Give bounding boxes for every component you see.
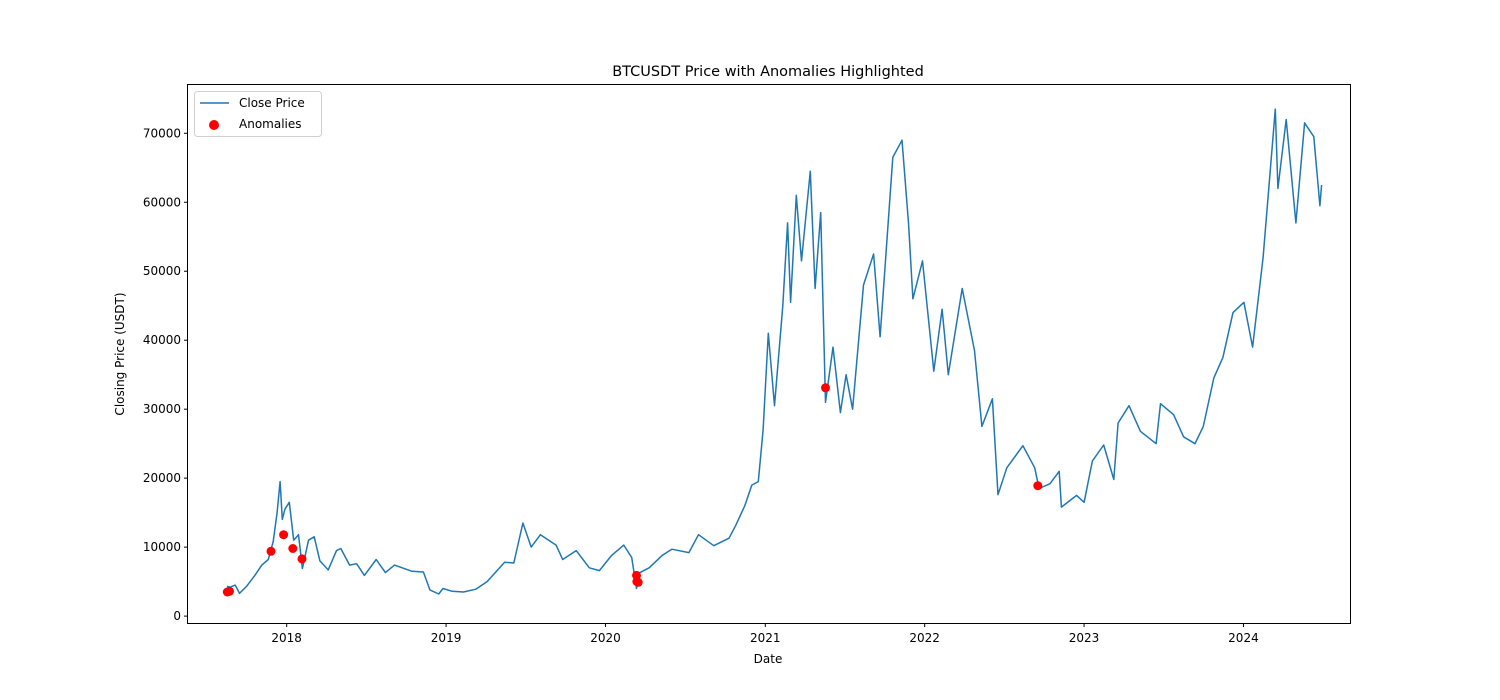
y-axis-label: Closing Price (USDT) bbox=[113, 292, 127, 415]
anomaly-point bbox=[1033, 481, 1043, 491]
y-tick-label: 40000 bbox=[143, 333, 181, 347]
series-line-close-price bbox=[226, 108, 1323, 595]
y-tick-label: 60000 bbox=[143, 195, 181, 209]
anomaly-point bbox=[279, 530, 289, 540]
x-tick-label: 2022 bbox=[909, 631, 940, 645]
x-tick-label: 2020 bbox=[590, 631, 621, 645]
anomaly-point bbox=[633, 577, 643, 587]
y-tick-label: 0 bbox=[173, 609, 181, 623]
x-tick-label: 2018 bbox=[271, 631, 302, 645]
y-tick-label: 20000 bbox=[143, 471, 181, 485]
anomaly-point bbox=[821, 383, 830, 393]
chart-title: BTCUSDT Price with Anomalies Highlighted bbox=[612, 64, 924, 80]
legend-label-close-price: Close Price bbox=[239, 96, 305, 110]
anomaly-point bbox=[225, 586, 234, 596]
legend-label-anomalies: Anomalies bbox=[239, 117, 302, 131]
y-tick-label: 70000 bbox=[143, 126, 181, 140]
x-tick-label: 2019 bbox=[431, 631, 462, 645]
x-axis-label: Date bbox=[754, 652, 783, 666]
anomaly-point bbox=[297, 554, 307, 564]
plot-area bbox=[222, 108, 1323, 597]
anomaly-points bbox=[222, 383, 1043, 597]
x-tick-label: 2021 bbox=[750, 631, 781, 645]
plot-frame bbox=[187, 84, 1351, 624]
y-axis: 0 10000 20000 30000 40000 50000 60000 70000 bbox=[143, 126, 188, 623]
x-tick-label: 2024 bbox=[1228, 631, 1259, 645]
y-tick-label: 10000 bbox=[143, 540, 181, 554]
anomaly-point bbox=[266, 546, 276, 556]
y-tick-label: 50000 bbox=[143, 264, 181, 278]
y-tick-label: 30000 bbox=[143, 402, 181, 416]
anomaly-point bbox=[288, 544, 298, 553]
legend[interactable]: Close Price Anomalies bbox=[194, 91, 322, 137]
x-axis: 2018 2019 2020 2021 2022 2023 2024 bbox=[271, 623, 1259, 645]
legend-dot-icon bbox=[209, 120, 219, 130]
x-tick-label: 2023 bbox=[1069, 631, 1100, 645]
